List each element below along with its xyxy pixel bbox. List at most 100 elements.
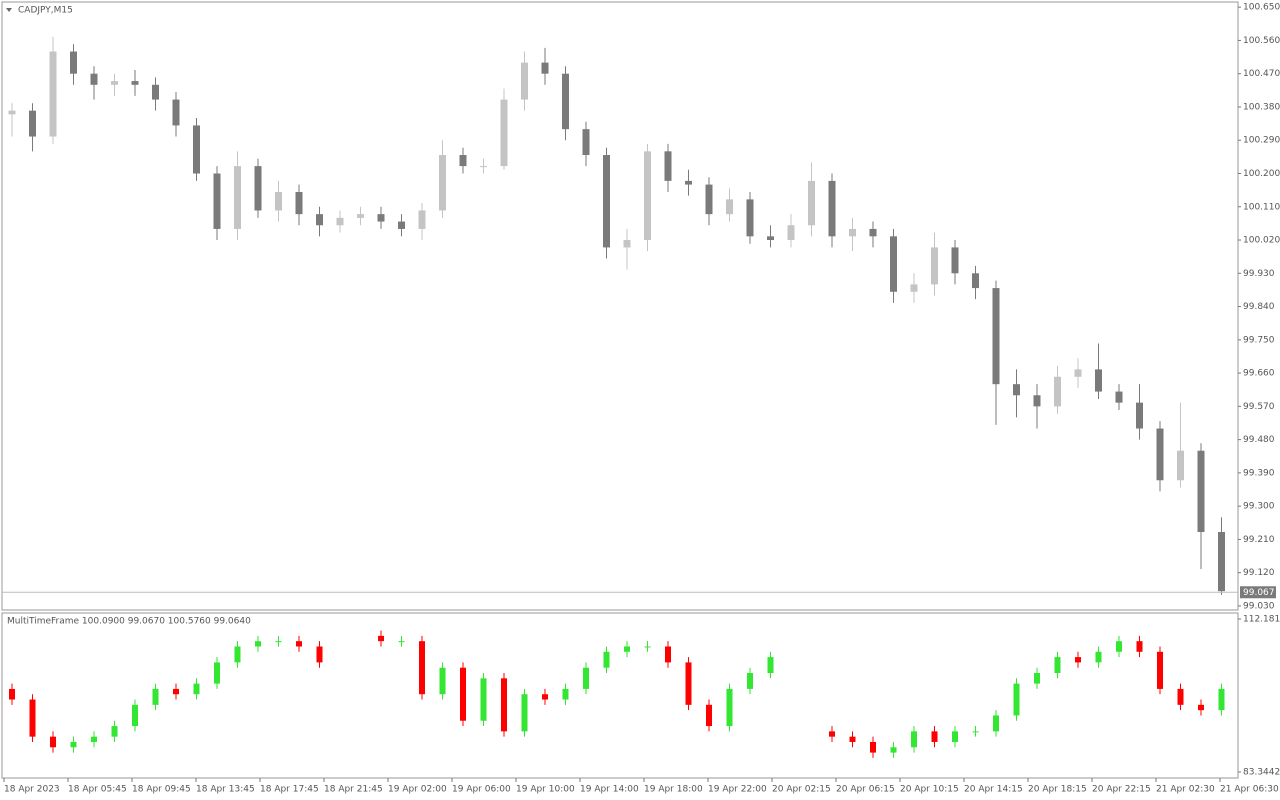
candle-body: [152, 688, 159, 705]
x-tick-label: 18 Apr 17:45: [260, 785, 319, 795]
candle-body: [562, 73, 569, 130]
candle-body: [849, 736, 856, 742]
y-tick-label: 99.120: [1243, 568, 1275, 578]
candle-body: [1197, 450, 1205, 533]
candle-body: [419, 641, 425, 695]
candle-body: [132, 704, 138, 727]
candle-body: [8, 110, 16, 115]
candle-body: [9, 688, 15, 700]
candle-body: [583, 667, 589, 689]
candle-body: [1156, 428, 1164, 481]
candle-body: [623, 240, 631, 248]
candle-body: [418, 210, 426, 229]
y-tick-label: 100.200: [1243, 169, 1280, 179]
y-tick-label: 100.020: [1243, 236, 1280, 246]
candle-body: [70, 51, 77, 74]
candle-body: [1136, 641, 1143, 652]
x-tick-label: 18 Apr 05:45: [68, 785, 127, 795]
candle-body: [275, 191, 282, 211]
x-tick-label: 20 Apr 22:15: [1092, 785, 1151, 795]
candle-body: [1157, 651, 1163, 689]
candle-body: [1075, 657, 1081, 663]
candle-body: [890, 747, 897, 753]
price-tag-label: 99.067: [1243, 588, 1275, 598]
candle-body: [275, 641, 282, 643]
candle-body: [562, 688, 569, 700]
candle-body: [193, 125, 200, 174]
candle-body: [726, 199, 733, 215]
candle-body: [1054, 657, 1061, 674]
candle-body: [378, 635, 384, 642]
candle-body: [706, 704, 712, 727]
symbol-title: CADJPY,M15: [18, 6, 73, 16]
candle-body: [910, 284, 918, 292]
candle-body: [111, 726, 118, 737]
main-panel: [1, 1, 1239, 611]
candle-body: [992, 288, 1000, 385]
candle-body: [70, 741, 77, 748]
candle-body: [849, 228, 856, 237]
indicator-panel: [1, 612, 1239, 779]
x-tick-label: 18 Apr 2023: [4, 785, 60, 795]
candle-body: [193, 683, 200, 695]
candle-body: [1013, 384, 1020, 396]
x-tick-label: 19 Apr 18:00: [644, 785, 703, 795]
y-tick-label: 99.480: [1243, 435, 1275, 445]
candle-body: [1177, 450, 1184, 481]
candle-body: [1136, 402, 1143, 429]
candle-body: [459, 155, 467, 167]
x-tick-label: 21 Apr 06:30: [1220, 785, 1279, 795]
x-tick-label: 20 Apr 10:15: [900, 785, 959, 795]
candle-body: [931, 731, 938, 742]
y-tick-label: 99.390: [1243, 468, 1275, 478]
candle-body: [911, 731, 917, 748]
candle-body: [172, 99, 180, 126]
x-tick-label: 19 Apr 10:00: [516, 785, 575, 795]
y-tick-label: 99.660: [1243, 369, 1275, 379]
candle-body: [49, 51, 57, 137]
candle-body: [521, 62, 528, 100]
candle-body: [890, 236, 897, 292]
candle-body: [296, 641, 302, 647]
menu-arrow[interactable]: [6, 8, 12, 12]
candle-body: [1177, 688, 1184, 705]
x-tick-label: 20 Apr 18:15: [1028, 785, 1087, 795]
x-tick-label: 19 Apr 14:00: [580, 785, 639, 795]
candle-body: [111, 81, 118, 85]
candle-body: [1054, 376, 1061, 407]
candle-body: [91, 736, 97, 742]
candle-body: [460, 667, 466, 721]
candle-body: [972, 273, 979, 289]
price-tag: [1240, 586, 1276, 599]
candle-body: [316, 214, 323, 226]
candle-body: [295, 191, 303, 215]
candle-body: [931, 247, 938, 285]
candle-body: [1198, 704, 1204, 711]
x-tick-label: 18 Apr 09:45: [132, 785, 191, 795]
candle-body: [255, 641, 261, 647]
candle-body: [603, 155, 610, 248]
candle-body: [787, 225, 795, 241]
candle-body: [869, 228, 877, 237]
y-tick-label: 99.750: [1243, 335, 1275, 345]
x-tick-label: 19 Apr 02:00: [388, 785, 447, 795]
y-tick-label: 99.930: [1243, 269, 1275, 279]
x-tick-label: 20 Apr 02:15: [772, 785, 831, 795]
x-tick-label: 20 Apr 06:15: [836, 785, 895, 795]
candle-body: [664, 151, 672, 181]
candle-body: [1116, 641, 1122, 652]
candle-body: [1115, 391, 1123, 403]
candle-body: [1034, 673, 1040, 684]
candle-body: [29, 110, 36, 137]
candle-body: [50, 736, 56, 748]
y-tick-label: 99.570: [1243, 402, 1275, 412]
candle-body: [705, 184, 713, 215]
candle-body: [398, 221, 405, 229]
x-tick-label: 19 Apr 22:00: [708, 785, 767, 795]
candle-body: [234, 166, 241, 229]
candle-body: [316, 646, 323, 663]
candle-body: [582, 129, 590, 156]
candle-body: [377, 214, 385, 222]
candle-body: [993, 715, 999, 732]
